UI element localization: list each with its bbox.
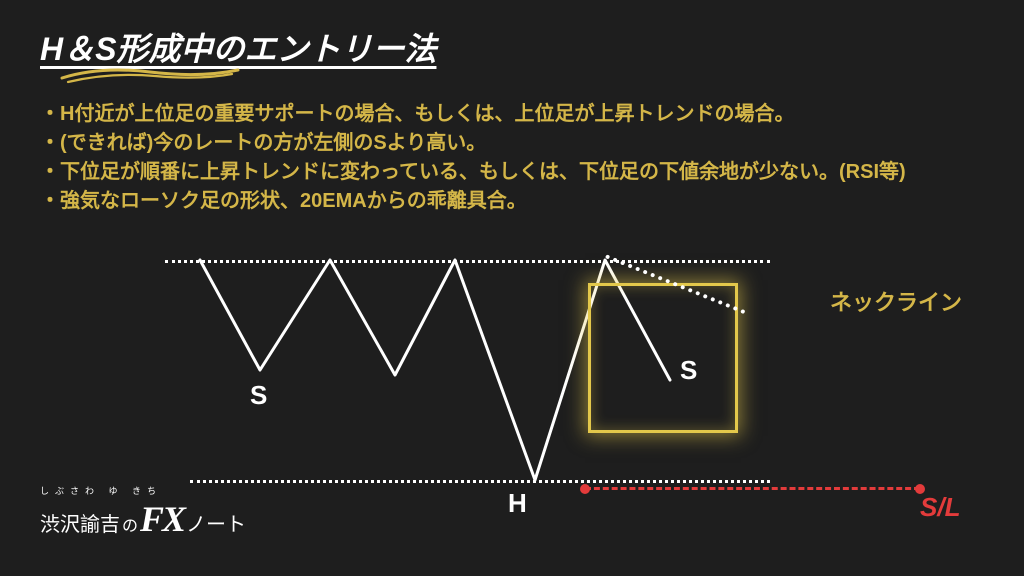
sl-label: S/L <box>920 492 960 523</box>
sl-line <box>585 487 920 490</box>
bullet-item: ・(できれば)今のレートの方が左側のSより高い。 <box>40 129 984 158</box>
neckline <box>165 260 770 263</box>
bullet-item: ・強気なローソク足の形状、20EMAからの乖離具合。 <box>40 187 984 216</box>
logo-fx: FX <box>140 498 184 540</box>
logo-no: の <box>122 512 138 536</box>
label-h: H <box>508 488 527 519</box>
entry-zone-box <box>588 283 738 433</box>
logo-name: 渋沢諭吉 <box>40 508 120 537</box>
logo-note: ノート <box>186 508 246 537</box>
bullet-list: ・H付近が上位足の重要サポートの場合、もしくは、上位足が上昇トレンドの場合。 ・… <box>40 100 984 216</box>
label-s-right: S <box>680 355 697 386</box>
brand-logo: しぶさわ ゆ きち 渋沢諭吉 の FX ノート <box>40 498 246 540</box>
label-s-left: S <box>250 380 267 411</box>
bullet-item: ・下位足が順番に上昇トレンドに変わっている、もしくは、下位足の下値余地が少ない。… <box>40 158 984 187</box>
title-flourish <box>60 64 240 84</box>
bullet-item: ・H付近が上位足の重要サポートの場合、もしくは、上位足が上昇トレンドの場合。 <box>40 100 984 129</box>
neckline-label: ネックライン <box>830 285 962 317</box>
logo-ruby: しぶさわ ゆ きち <box>40 484 162 497</box>
head-lowline <box>190 480 770 483</box>
